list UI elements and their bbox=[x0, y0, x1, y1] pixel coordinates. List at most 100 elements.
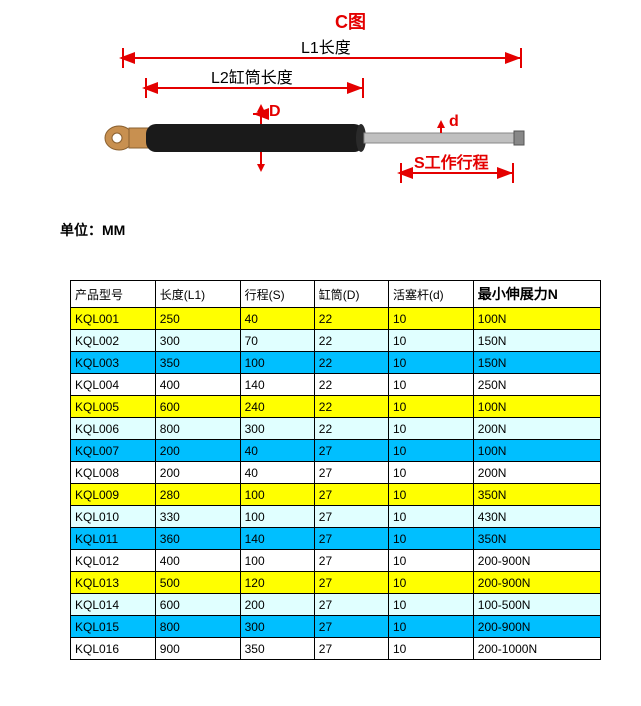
table-cell: 350N bbox=[473, 484, 600, 506]
table-cell: 22 bbox=[314, 330, 388, 352]
table-cell: 27 bbox=[314, 484, 388, 506]
table-cell: 100N bbox=[473, 308, 600, 330]
table-header-cell: 缸筒(D) bbox=[314, 281, 388, 308]
table-cell: 10 bbox=[388, 308, 473, 330]
table-header-row: 产品型号长度(L1)行程(S)缸筒(D)活塞杆(d)最小伸展力N bbox=[71, 281, 601, 308]
table-cell: 10 bbox=[388, 638, 473, 660]
table-cell: 350 bbox=[155, 352, 240, 374]
table-cell: 200-900N bbox=[473, 550, 600, 572]
table-cell: 150N bbox=[473, 330, 600, 352]
l1-label: L1长度 bbox=[301, 39, 351, 57]
table-cell: 27 bbox=[314, 572, 388, 594]
table-row: KQL0033501002210150N bbox=[71, 352, 601, 374]
table-cell: KQL004 bbox=[71, 374, 156, 396]
table-cell: 10 bbox=[388, 440, 473, 462]
table-cell: KQL014 bbox=[71, 594, 156, 616]
table-cell: 100-500N bbox=[473, 594, 600, 616]
table-cell: 100N bbox=[473, 440, 600, 462]
table-cell: 27 bbox=[314, 550, 388, 572]
table-cell: 10 bbox=[388, 572, 473, 594]
table-cell: KQL011 bbox=[71, 528, 156, 550]
table-cell: 27 bbox=[314, 506, 388, 528]
table-row: KQL002300702210150N bbox=[71, 330, 601, 352]
table-cell: 900 bbox=[155, 638, 240, 660]
table-row: KQL0044001402210250N bbox=[71, 374, 601, 396]
table-cell: 800 bbox=[155, 418, 240, 440]
table-cell: 22 bbox=[314, 352, 388, 374]
table-body: KQL001250402210100NKQL002300702210150NKQ… bbox=[71, 308, 601, 660]
table-cell: 200-900N bbox=[473, 572, 600, 594]
table-cell: KQL008 bbox=[71, 462, 156, 484]
table-cell: 27 bbox=[314, 528, 388, 550]
table-cell: KQL010 bbox=[71, 506, 156, 528]
table-cell: 100 bbox=[240, 506, 314, 528]
table-cell: 40 bbox=[240, 440, 314, 462]
table-cell: KQL009 bbox=[71, 484, 156, 506]
diagram-title: C图 bbox=[20, 8, 621, 34]
table-cell: 10 bbox=[388, 330, 473, 352]
table-row: KQL007200402710100N bbox=[71, 440, 601, 462]
table-cell: 200 bbox=[240, 594, 314, 616]
table-cell: 350 bbox=[240, 638, 314, 660]
unit-label: 单位：MM bbox=[60, 220, 621, 240]
table-cell: 100 bbox=[240, 550, 314, 572]
table-cell: 300 bbox=[240, 418, 314, 440]
table-cell: 800 bbox=[155, 616, 240, 638]
table-cell: 10 bbox=[388, 616, 473, 638]
table-cell: 150N bbox=[473, 352, 600, 374]
table-row: KQL0068003002210200N bbox=[71, 418, 601, 440]
table-cell: KQL016 bbox=[71, 638, 156, 660]
table-cell: KQL006 bbox=[71, 418, 156, 440]
S-label: S工作行程 bbox=[414, 153, 489, 172]
table-cell: 430N bbox=[473, 506, 600, 528]
table-row: KQL0056002402210100N bbox=[71, 396, 601, 418]
table-cell: 400 bbox=[155, 550, 240, 572]
table-cell: 27 bbox=[314, 594, 388, 616]
table-cell: 200 bbox=[155, 440, 240, 462]
table-cell: 200N bbox=[473, 418, 600, 440]
table-cell: 10 bbox=[388, 418, 473, 440]
table-cell: 40 bbox=[240, 462, 314, 484]
d-label: d bbox=[449, 113, 459, 130]
table-cell: 140 bbox=[240, 528, 314, 550]
table-cell: 120 bbox=[240, 572, 314, 594]
table-cell: KQL001 bbox=[71, 308, 156, 330]
table-cell: 100N bbox=[473, 396, 600, 418]
table-cell: 10 bbox=[388, 396, 473, 418]
table-cell: KQL005 bbox=[71, 396, 156, 418]
table-cell: 10 bbox=[388, 462, 473, 484]
table-cell: 70 bbox=[240, 330, 314, 352]
table-cell: 10 bbox=[388, 484, 473, 506]
table-cell: 10 bbox=[388, 374, 473, 396]
table-header-cell: 行程(S) bbox=[240, 281, 314, 308]
table-cell: 600 bbox=[155, 594, 240, 616]
spec-table-wrap: 产品型号长度(L1)行程(S)缸筒(D)活塞杆(d)最小伸展力N KQL001 2… bbox=[0, 250, 641, 680]
spec-table: 产品型号长度(L1)行程(S)缸筒(D)活塞杆(d)最小伸展力N KQL001 2… bbox=[70, 280, 601, 660]
table-cell: 400 bbox=[155, 374, 240, 396]
table-cell: KQL002 bbox=[71, 330, 156, 352]
D-label: D bbox=[269, 103, 281, 120]
table-cell: 10 bbox=[388, 506, 473, 528]
table-row: KQL0146002002710100-500N bbox=[71, 594, 601, 616]
table-cell: 350N bbox=[473, 528, 600, 550]
table-cell: 250N bbox=[473, 374, 600, 396]
table-cell: 280 bbox=[155, 484, 240, 506]
table-row: KQL0092801002710350N bbox=[71, 484, 601, 506]
table-cell: 10 bbox=[388, 550, 473, 572]
table-cell: 10 bbox=[388, 528, 473, 550]
table-cell: 200N bbox=[473, 462, 600, 484]
table-row: KQL0135001202710200-900N bbox=[71, 572, 601, 594]
l2-label: L2缸筒长度 bbox=[211, 68, 293, 87]
table-cell: 200 bbox=[155, 462, 240, 484]
gas-spring-diagram: L1长度 L2缸筒长度 D d S工作行程 bbox=[101, 38, 541, 208]
table-cell: 600 bbox=[155, 396, 240, 418]
table-cell: KQL007 bbox=[71, 440, 156, 462]
table-row: KQL0124001002710200-900N bbox=[71, 550, 601, 572]
table-row: KQL008200402710200N bbox=[71, 462, 601, 484]
table-cell: 300 bbox=[240, 616, 314, 638]
table-cell: 140 bbox=[240, 374, 314, 396]
table-cell: 40 bbox=[240, 308, 314, 330]
table-header-cell: 最小伸展力N bbox=[473, 281, 600, 308]
table-cell: 10 bbox=[388, 594, 473, 616]
table-cell: KQL012 bbox=[71, 550, 156, 572]
